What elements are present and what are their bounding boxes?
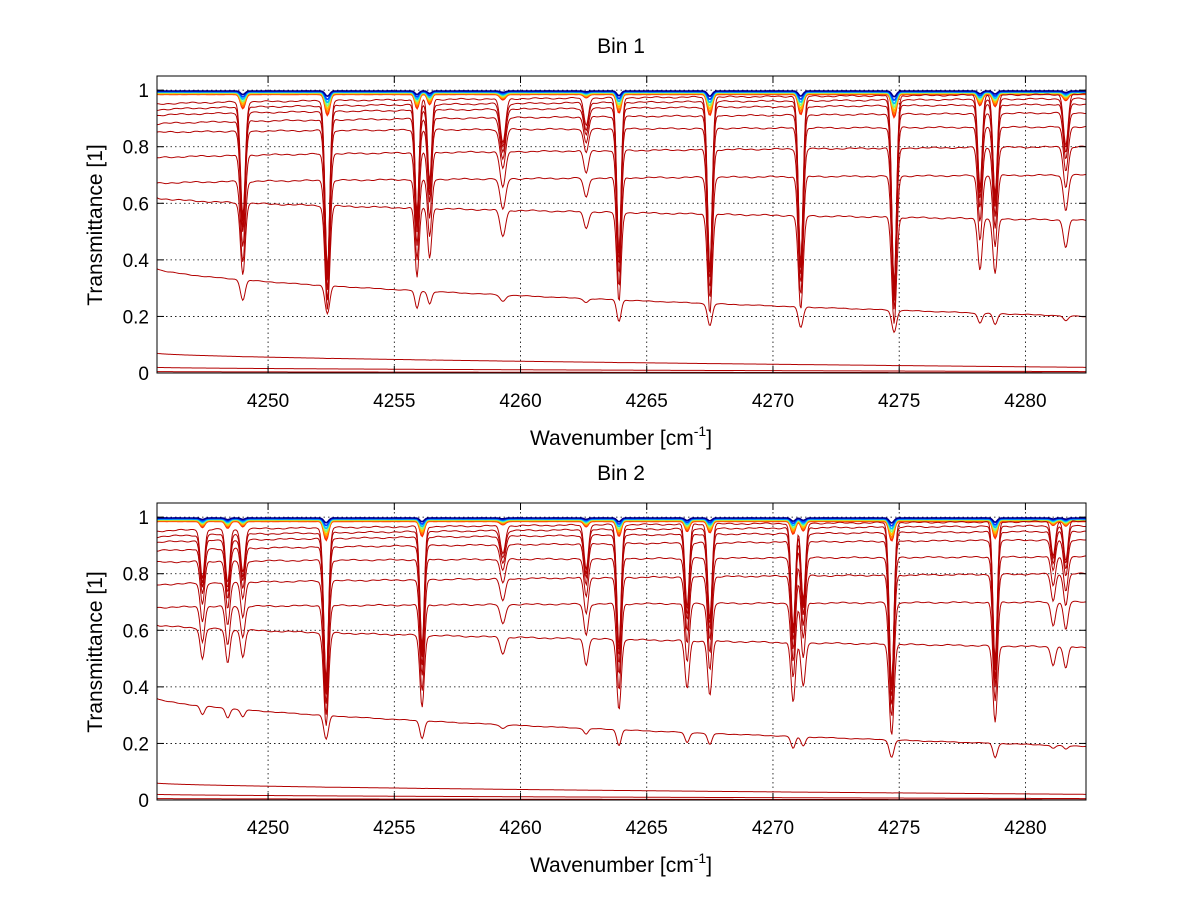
y-tick-label: 0.8	[123, 138, 149, 159]
band-curve	[157, 517, 1086, 524]
ticks-bin-1: 4250 4255 4260 4265 4270 4275 4280 0 0.2 0.4 0.6 0.…	[123, 76, 1086, 412]
y-tick-label: 0.4	[123, 678, 150, 699]
y-tick-label: 0	[138, 364, 149, 385]
axes-box-bin-2	[156, 502, 1087, 801]
transmittance-series-bin-2	[157, 520, 1086, 800]
transmittance-series-bin-1	[157, 93, 1086, 373]
y-tick-label: 0.2	[123, 307, 149, 328]
x-tick-label: 4255	[373, 818, 415, 839]
x-axis-label-exponent-bin-2: -1	[694, 850, 707, 866]
y-tick-label: 0	[138, 791, 149, 812]
chart-panel-bin-2: 4250 4255 4260 4265 4270 4275 4280 0 0.2 0.4 0.6 0.…	[84, 462, 1087, 877]
x-tick-label: 4260	[499, 818, 541, 839]
x-axis-label-close-bin-1: ]	[706, 427, 712, 450]
x-tick-label: 4260	[499, 391, 541, 412]
top-band-curves-bin-2	[157, 517, 1086, 542]
y-tick-label: 1	[138, 508, 149, 529]
x-tick-label: 4280	[1004, 391, 1046, 412]
ticks-bin-2: 4250 4255 4260 4265 4270 4275 4280 0 0.2 0.4 0.6 0.…	[123, 503, 1086, 839]
top-band-curves-bin-1	[157, 90, 1086, 119]
x-tick-label: 4250	[247, 818, 289, 839]
x-tick-label: 4275	[878, 391, 920, 412]
y-axis-label-bin-2: Transmittance [1]	[84, 571, 107, 732]
transmittance-curve	[157, 173, 1086, 310]
x-axis-label-text-bin-2: Wavenumber [cm	[530, 854, 694, 877]
transmittance-curve	[157, 793, 1086, 800]
x-tick-label: 4270	[752, 818, 794, 839]
y-tick-label: 0.4	[123, 251, 150, 272]
x-axis-label-bin-1: Wavenumber [cm-1]	[530, 423, 712, 450]
x-tick-label: 4270	[752, 391, 794, 412]
transmittance-curve	[157, 366, 1086, 373]
x-axis-label-close-bin-2: ]	[706, 854, 712, 877]
axes-box-bin-1	[156, 75, 1087, 374]
transmittance-curve	[157, 125, 1086, 294]
transmittance-curve	[157, 145, 1086, 301]
transmittance-curve	[157, 555, 1086, 697]
transmittance-curve	[157, 624, 1086, 735]
x-tick-label: 4265	[626, 818, 668, 839]
chart-panel-bin-1: 4250 4255 4260 4265 4270 4275 4280 0 0.2 0.4 0.6 0.…	[84, 35, 1087, 450]
y-axis-label-bin-1: Transmittance [1]	[84, 144, 107, 305]
y-tick-label: 0.8	[123, 565, 149, 586]
y-tick-label: 0.6	[123, 194, 149, 215]
chart-title-bin-1: Bin 1	[597, 35, 645, 58]
y-tick-label: 1	[138, 81, 149, 102]
x-tick-label: 4255	[373, 391, 415, 412]
x-axis-label-bin-2: Wavenumber [cm-1]	[530, 850, 712, 877]
transmittance-curve	[157, 572, 1086, 705]
transmittance-curve	[157, 268, 1086, 334]
x-axis-label-exponent-bin-1: -1	[694, 423, 707, 439]
x-tick-label: 4275	[878, 818, 920, 839]
transmittance-curve	[157, 697, 1086, 759]
y-tick-label: 0.6	[123, 621, 149, 642]
band-curve	[157, 90, 1086, 98]
transmittance-curve	[157, 600, 1086, 716]
x-tick-label: 4250	[247, 391, 289, 412]
x-tick-label: 4265	[626, 391, 668, 412]
x-tick-label: 4280	[1004, 818, 1046, 839]
y-tick-label: 0.2	[123, 734, 149, 755]
chart-title-bin-2: Bin 2	[597, 462, 645, 485]
transmittance-curve	[157, 197, 1086, 324]
transmittance-curve	[157, 352, 1086, 368]
transmittance-curve	[157, 782, 1086, 795]
x-axis-label-text-bin-1: Wavenumber [cm	[530, 427, 694, 450]
